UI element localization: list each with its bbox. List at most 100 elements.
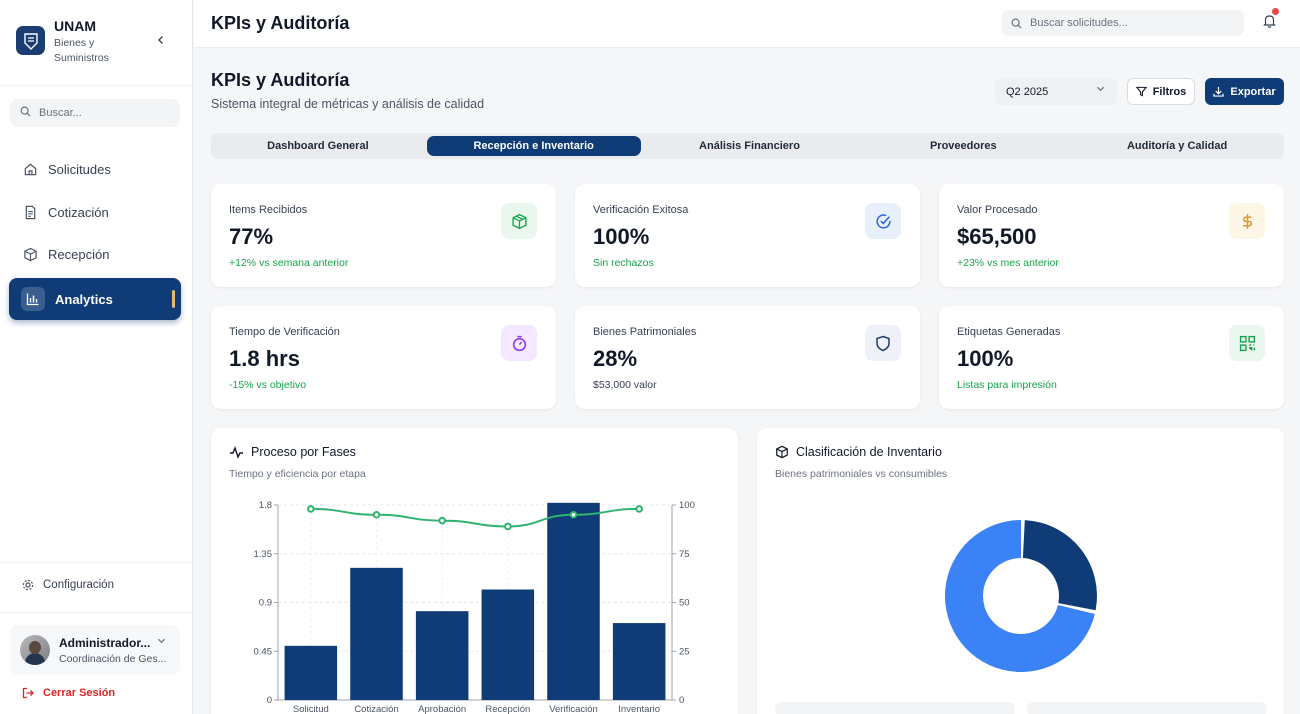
logout-icon: [22, 687, 34, 699]
sidebar-item-label: Analytics: [55, 291, 113, 307]
kpi-label: Valor Procesado: [957, 204, 1038, 216]
filter-icon: [1135, 86, 1147, 97]
legend-card: [775, 702, 1015, 714]
search-icon: [20, 104, 31, 122]
x-tick-label: Recepción: [485, 704, 530, 714]
line-point-aprobación: [438, 516, 446, 525]
sidebar-item-cotizacion[interactable]: Cotización: [10, 193, 182, 231]
kpi-note: +12% vs semana anterior: [229, 257, 349, 269]
filter-label: Filtros: [1152, 85, 1187, 98]
timer-icon: [501, 325, 537, 361]
user-name: Administrador...: [59, 635, 151, 650]
avatar: [20, 635, 50, 665]
kpi-value: $65,500: [957, 224, 1037, 249]
y-left-tick-label: 0.9: [259, 598, 272, 609]
shield-icon: [865, 325, 901, 361]
brand-subtitle: Bienes y Suministros: [54, 37, 109, 64]
sidebar-item-solicitudes[interactable]: Solicitudes: [10, 150, 182, 188]
filter-button[interactable]: Filtros: [1127, 78, 1195, 105]
x-tick-label: Aprobación: [418, 704, 466, 714]
document-icon: [22, 204, 38, 220]
x-tick-label: Cotización: [354, 704, 398, 714]
inventory-chart-title: Clasificación de Inventario: [775, 445, 942, 459]
kpi-label: Etiquetas Generadas: [957, 326, 1061, 338]
kpi-value: 1.8 hrs: [229, 346, 300, 371]
x-tick-label: Inventario: [618, 704, 660, 714]
kpi-label: Tiempo de Verificación: [229, 326, 340, 338]
export-label: Exportar: [1230, 85, 1276, 98]
inventory-chart-subtitle: Bienes patrimoniales vs consumibles: [775, 468, 948, 480]
kpi-note: Sin rechazos: [593, 257, 654, 269]
notification-badge: [1272, 8, 1279, 15]
tab-auditoria-calidad[interactable]: Auditoría y Calidad: [1126, 140, 1228, 152]
x-tick-label: Solicitud: [293, 704, 329, 714]
phase-chart: 1.8 1.35 0.9 0.45 0 100 75 50 25 0 Solicitud Cotiza…: [254, 500, 695, 714]
settings-link[interactable]: Configuración: [22, 579, 114, 591]
period-select[interactable]: Q2 2025: [995, 78, 1117, 105]
topbar-title: KPIs y Auditoría: [211, 13, 350, 33]
tab-analisis-financiero[interactable]: Análisis Financiero: [699, 140, 800, 152]
sidebar-item-label: Cotización: [48, 204, 109, 220]
collapse-sidebar-icon[interactable]: [156, 33, 166, 48]
kpi-note: +23% vs mes anterior: [957, 257, 1059, 269]
inventory-title-text: Clasificación de Inventario: [796, 445, 942, 459]
kpi-card-etiquetas-generadas: Etiquetas Generadas 100% Listas para imp…: [939, 306, 1284, 409]
sidebar-item-recepcion[interactable]: Recepción: [10, 235, 182, 273]
kpi-label: Bienes Patrimoniales: [593, 326, 697, 338]
sidebar-item-analytics[interactable]: Analytics: [9, 278, 181, 320]
inventory-chart-panel: Clasificación de Inventario Bienes patri…: [757, 428, 1284, 714]
box-icon: [775, 445, 789, 459]
y-right-tick-label: 50: [679, 598, 690, 609]
tab-recepcion-inventario[interactable]: Recepción e Inventario: [426, 136, 641, 156]
line-point-solicitud: [307, 505, 315, 513]
divider: [0, 612, 193, 613]
process-chart-panel: Proceso por Fases Tiempo y eficiencia po…: [211, 428, 738, 714]
activity-icon: [229, 445, 244, 459]
process-chart-title: Proceso por Fases: [229, 445, 356, 459]
bar-recepción: [481, 589, 535, 700]
export-button[interactable]: Exportar: [1205, 78, 1284, 105]
line-point-inventario: [635, 505, 643, 513]
unam-logo: [16, 26, 45, 55]
box-icon: [22, 246, 38, 262]
kpi-card-verificacion-exitosa: Verificación Exitosa 100% Sin rechazos: [575, 184, 920, 287]
page-title: KPIs y Auditoría: [211, 70, 350, 90]
brand-title: UNAM: [54, 18, 96, 34]
user-menu[interactable]: Administrador... Coordinación de Ges...: [10, 625, 180, 675]
kpi-note: Listas para impresión: [957, 379, 1057, 391]
tab-bar: Dashboard General Recepción e Inventario…: [211, 133, 1284, 159]
x-tick-label: Verificación: [549, 704, 598, 714]
y-left-tick-label: 0: [267, 695, 272, 706]
process-title-text: Proceso por Fases: [251, 445, 356, 459]
line-point-recepción: [504, 522, 512, 531]
tab-dashboard-general[interactable]: Dashboard General: [267, 140, 369, 152]
logout-label: Cerrar Sesión: [43, 687, 116, 699]
bar-chart-icon: [21, 287, 45, 311]
kpi-note: -15% vs objetivo: [229, 379, 307, 391]
logout-button[interactable]: Cerrar Sesión: [22, 687, 115, 699]
kpi-card-valor-procesado: Valor Procesado $65,500 +23% vs mes ante…: [939, 184, 1284, 287]
legend-card: [1027, 702, 1267, 714]
y-left-tick-label: 1.35: [254, 549, 273, 560]
divider: [0, 562, 193, 563]
sidebar: UNAM Bienes y Suministros Buscar... Soli…: [0, 0, 193, 714]
sidebar-search-input[interactable]: Buscar...: [10, 99, 180, 127]
global-search-input[interactable]: Buscar solicitudes...: [1002, 10, 1244, 36]
sidebar-search-placeholder: Buscar...: [39, 107, 82, 119]
donut-chart: [945, 520, 1097, 672]
topbar: KPIs y Auditoría Buscar solicitudes...: [194, 0, 1300, 48]
home-icon: [22, 161, 38, 177]
line-point-cotización: [372, 510, 381, 519]
kpi-note: $53,000 valor: [593, 379, 657, 391]
process-chart-subtitle: Tiempo y eficiencia por etapa: [229, 468, 366, 480]
y-right-tick-label: 100: [679, 500, 695, 511]
page-subtitle: Sistema integral de métricas y análisis …: [211, 97, 485, 111]
brand: UNAM Bienes y Suministros: [0, 0, 192, 86]
user-role: Coordinación de Ges...: [59, 652, 167, 665]
bell-icon[interactable]: [1263, 14, 1276, 33]
tab-proveedores[interactable]: Proveedores: [929, 140, 997, 152]
bar-aprobación: [415, 611, 469, 700]
kpi-card-items-recibidos: Items Recibidos 77% +12% vs semana anter…: [211, 184, 556, 287]
y-right-tick-label: 0: [679, 695, 684, 706]
search-icon: [1011, 18, 1022, 29]
